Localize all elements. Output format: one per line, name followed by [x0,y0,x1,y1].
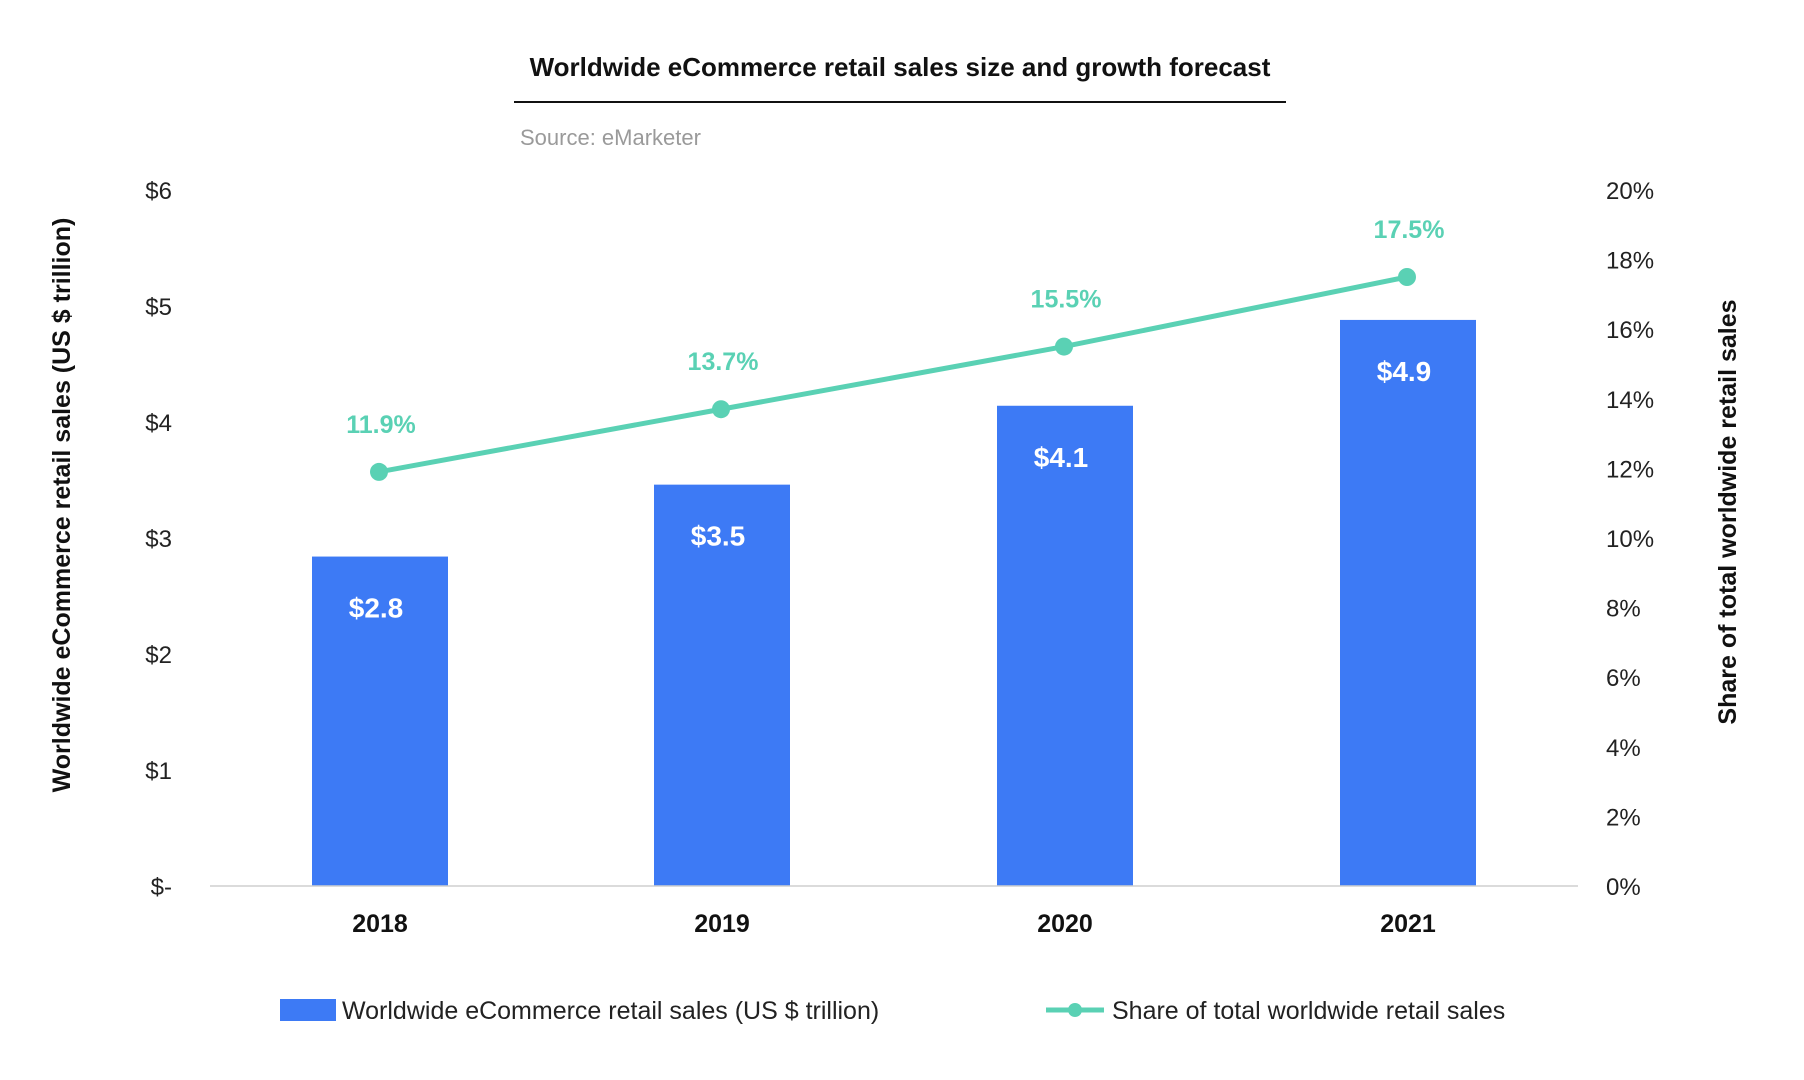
left-tick-label: $- [151,874,172,901]
line-value-label: 11.9% [346,411,416,439]
line-point-2020 [1055,337,1073,356]
line-value-label: 17.5% [1374,216,1445,244]
legend: Worldwide eCommerce retail sales (US $ t… [280,997,1505,1025]
left-tick-label: $2 [145,642,172,669]
x-axis-ticks: 2018 2019 2020 2021 [352,910,1436,938]
legend-line-label: Share of total worldwide retail sales [1112,997,1505,1025]
line-point-2021 [1398,268,1416,286]
right-tick-label: 0% [1606,874,1641,901]
x-tick-label: 2019 [694,910,750,938]
left-tick-label: $6 [145,178,172,205]
x-tick-label: 2018 [352,910,408,938]
right-tick-label: 20% [1606,178,1654,205]
left-tick-label: $4 [145,410,172,437]
right-tick-label: 10% [1606,526,1654,553]
bar-2019 [654,484,790,886]
share-line [378,274,1408,475]
right-tick-label: 16% [1606,317,1654,344]
chart-subtitle: Source: eMarketer [520,125,701,150]
x-tick-label: 2021 [1380,910,1436,938]
left-tick-label: $5 [145,294,172,321]
left-tick-label: $3 [145,526,172,553]
line-value-label: 13.7% [688,348,759,376]
line-point-2018 [370,462,388,481]
bar-2018 [312,556,448,886]
right-tick-label: 2% [1606,804,1641,831]
right-axis-label: Share of total worldwide retail sales [1714,299,1742,724]
bar-series: $2.8 $3.5 $4.1 $4.9 [312,319,1476,886]
right-tick-label: 4% [1606,735,1641,762]
right-tick-label: 18% [1606,248,1654,275]
line-value-label: 15.5% [1031,286,1102,314]
x-tick-label: 2020 [1037,910,1093,938]
line-series: 11.9% 13.7% 15.5% 17.5% [346,216,1444,481]
bar-value-label: $3.5 [691,521,746,552]
bar-2021 [1340,319,1476,886]
chart-title: Worldwide eCommerce retail sales size an… [530,52,1271,82]
left-tick-label: $1 [145,758,172,785]
left-axis-label: Worldwide eCommerce retail sales (US $ t… [48,218,76,793]
bar-value-label: $4.9 [1377,356,1432,387]
bar-2020 [997,405,1133,886]
right-tick-label: 8% [1606,596,1641,623]
legend-line-marker [1068,1003,1082,1017]
line-point-2019 [712,400,730,419]
right-axis-ticks: 0% 2% 4% 6% 8% 10% 12% 14% 16% 18% 20% [1606,178,1654,901]
right-tick-label: 6% [1606,665,1641,692]
right-tick-label: 14% [1606,387,1654,414]
legend-bar-swatch [280,999,336,1021]
bar-value-label: $4.1 [1034,442,1089,473]
legend-bar-label: Worldwide eCommerce retail sales (US $ t… [342,997,879,1025]
bar-value-label: $2.8 [349,593,404,624]
left-axis-ticks: $- $1 $2 $3 $4 $5 $6 [145,178,172,901]
right-tick-label: 12% [1606,456,1654,483]
